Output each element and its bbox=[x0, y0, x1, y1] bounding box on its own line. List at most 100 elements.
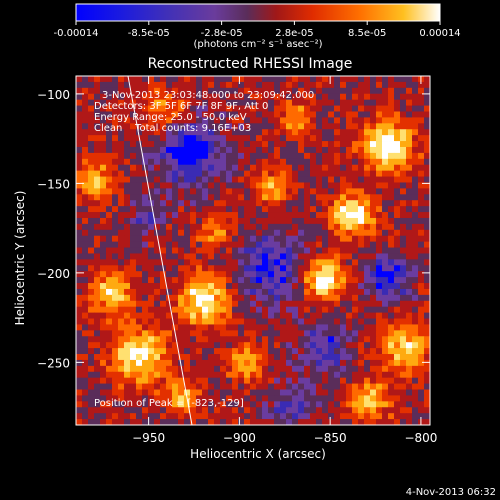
image-pixel bbox=[340, 419, 347, 425]
image-pixel bbox=[226, 419, 233, 425]
image-pixel bbox=[280, 419, 287, 425]
image-pixel bbox=[226, 271, 233, 278]
image-pixel bbox=[142, 129, 149, 136]
image-pixel bbox=[232, 194, 239, 201]
image-pixel bbox=[256, 235, 263, 243]
image-pixel bbox=[226, 200, 233, 207]
image-pixel bbox=[340, 377, 347, 384]
image-pixel bbox=[202, 241, 209, 248]
image-pixel bbox=[412, 152, 419, 160]
image-pixel bbox=[328, 200, 335, 207]
image-pixel bbox=[130, 342, 137, 349]
image-pixel bbox=[226, 194, 233, 201]
image-pixel bbox=[328, 152, 335, 160]
image-pixel bbox=[244, 206, 251, 213]
image-pixel bbox=[112, 99, 119, 106]
image-pixel bbox=[160, 354, 167, 361]
image-pixel bbox=[316, 277, 323, 284]
image-pixel bbox=[184, 146, 191, 154]
image-pixel bbox=[346, 164, 353, 172]
image-pixel bbox=[250, 188, 257, 195]
image-pixel bbox=[352, 318, 359, 325]
image-pixel bbox=[76, 407, 83, 414]
image-pixel bbox=[100, 271, 107, 278]
image-pixel bbox=[382, 99, 389, 106]
image-pixel bbox=[238, 170, 245, 177]
image-pixel bbox=[106, 395, 113, 402]
image-pixel bbox=[178, 294, 185, 302]
image-pixel bbox=[376, 200, 383, 207]
image-pixel bbox=[418, 247, 425, 254]
image-pixel bbox=[316, 164, 323, 172]
image-pixel bbox=[166, 87, 173, 95]
image-pixel bbox=[280, 359, 287, 367]
image-pixel bbox=[250, 194, 257, 201]
image-pixel bbox=[190, 200, 197, 207]
image-pixel bbox=[304, 318, 311, 325]
image-pixel bbox=[94, 76, 101, 83]
image-pixel bbox=[160, 336, 167, 343]
image-pixel bbox=[172, 395, 179, 402]
image-pixel bbox=[376, 176, 383, 183]
image-pixel bbox=[208, 283, 215, 290]
image-pixel bbox=[172, 294, 179, 302]
image-pixel bbox=[358, 158, 365, 166]
image-pixel bbox=[76, 212, 83, 219]
image-pixel bbox=[100, 324, 107, 331]
image-pixel bbox=[256, 99, 263, 106]
image-pixel bbox=[394, 283, 401, 290]
image-pixel bbox=[304, 170, 311, 177]
image-pixel bbox=[82, 135, 89, 142]
image-pixel bbox=[154, 158, 161, 166]
image-pixel bbox=[196, 188, 203, 195]
image-pixel bbox=[340, 111, 347, 118]
image-pixel bbox=[328, 146, 335, 154]
image-pixel bbox=[388, 170, 395, 177]
image-pixel bbox=[268, 141, 275, 148]
image-pixel bbox=[220, 158, 227, 166]
image-pixel bbox=[142, 200, 149, 207]
image-pixel bbox=[154, 123, 161, 130]
image-pixel bbox=[340, 288, 347, 296]
image-pixel bbox=[334, 87, 341, 95]
image-pixel bbox=[106, 265, 113, 272]
image-pixel bbox=[292, 294, 299, 302]
image-pixel bbox=[94, 176, 101, 183]
image-pixel bbox=[154, 365, 161, 373]
image-pixel bbox=[214, 188, 221, 195]
image-pixel bbox=[334, 271, 341, 278]
image-pixel bbox=[274, 395, 281, 402]
image-pixel bbox=[328, 306, 335, 314]
image-pixel bbox=[298, 342, 305, 349]
image-pixel bbox=[406, 348, 413, 355]
image-pixel bbox=[154, 188, 161, 195]
image-pixel bbox=[394, 188, 401, 195]
image-pixel bbox=[154, 176, 161, 183]
image-pixel bbox=[322, 93, 329, 101]
image-pixel bbox=[304, 223, 311, 231]
image-pixel bbox=[418, 271, 425, 278]
image-pixel bbox=[238, 188, 245, 195]
image-pixel bbox=[238, 212, 245, 219]
image-map bbox=[76, 76, 430, 425]
image-pixel bbox=[142, 229, 149, 237]
image-pixel bbox=[418, 170, 425, 177]
image-pixel bbox=[322, 312, 329, 319]
image-pixel bbox=[304, 288, 311, 296]
image-pixel bbox=[100, 81, 107, 89]
image-pixel bbox=[250, 348, 257, 355]
image-pixel bbox=[172, 111, 179, 118]
image-pixel bbox=[172, 259, 179, 266]
image-pixel bbox=[232, 111, 239, 118]
image-pixel bbox=[322, 200, 329, 207]
image-pixel bbox=[112, 377, 119, 384]
image-pixel bbox=[406, 359, 413, 367]
image-pixel bbox=[376, 247, 383, 254]
image-pixel bbox=[286, 99, 293, 106]
image-pixel bbox=[418, 87, 425, 95]
image-pixel bbox=[268, 93, 275, 101]
image-pixel bbox=[202, 217, 209, 225]
image-pixel bbox=[262, 81, 269, 89]
image-pixel bbox=[262, 111, 269, 118]
image-pixel bbox=[334, 383, 341, 390]
